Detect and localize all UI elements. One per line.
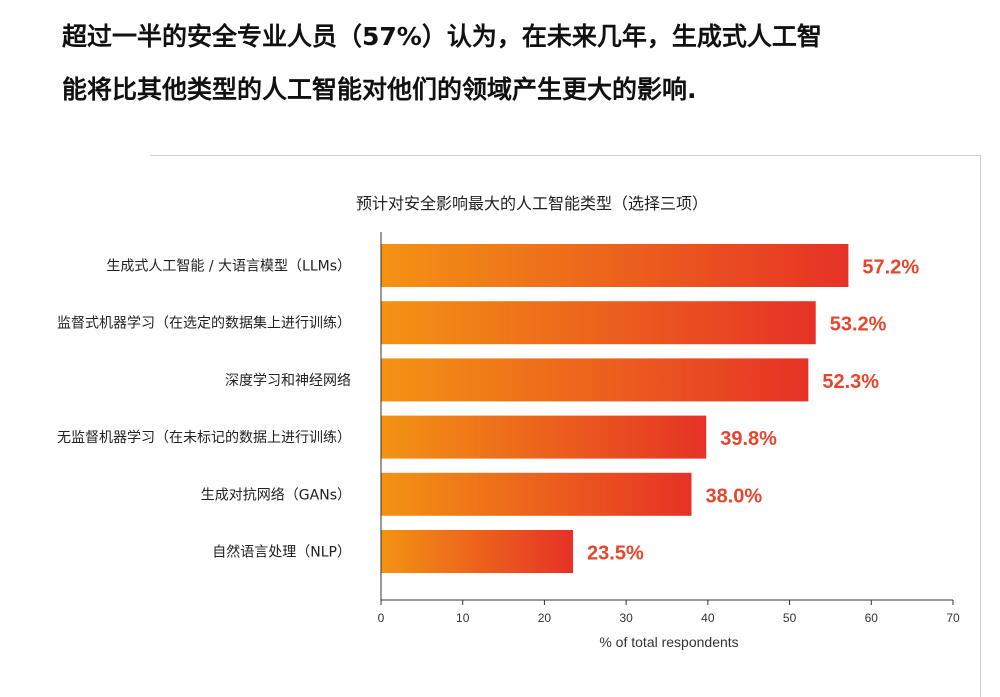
x-tick-label: 60 <box>865 611 879 625</box>
chart-frame <box>150 155 981 697</box>
headline: 超过一半的安全专业人员（57%）认为，在未来几年，生成式人工智 能将比其他类型的… <box>62 10 982 116</box>
x-tick-label: 10 <box>456 611 470 625</box>
x-tick-label: 40 <box>701 611 715 625</box>
category-label: 深度学习和神经网络 <box>225 373 351 389</box>
x-axis-label: % of total respondents <box>599 634 738 650</box>
headline-line-1: 超过一半的安全专业人员（57%）认为，在未来几年，生成式人工智 <box>62 22 822 51</box>
chart-title: 预计对安全影响最大的人工智能类型（选择三项） <box>356 194 708 213</box>
bar <box>381 244 849 287</box>
value-label: 38.0% <box>706 485 763 507</box>
bar <box>381 415 707 459</box>
bar <box>381 301 816 345</box>
value-label: 57.2% <box>862 257 919 279</box>
category-label: 生成对抗网络（GANs） <box>201 487 351 503</box>
category-label: 监督式机器学习（在选定的数据集上进行训练） <box>57 315 351 332</box>
x-tick-label: 30 <box>619 611 633 625</box>
value-label: 39.8% <box>720 428 777 450</box>
value-label: 53.2% <box>830 314 887 336</box>
x-tick-label: 20 <box>538 611 552 625</box>
bar <box>381 472 692 516</box>
category-label: 无监督机器学习（在未标记的数据上进行训练） <box>57 430 351 446</box>
value-label: 23.5% <box>587 543 644 565</box>
bar <box>381 530 574 573</box>
category-label: 生成式人工智能 / 大语言模型（LLMs） <box>106 259 351 275</box>
category-label: 自然语言处理（NLP） <box>212 544 351 561</box>
headline-line-2: 能将比其他类型的人工智能对他们的领域产生更大的影响. <box>62 75 697 104</box>
value-label: 52.3% <box>822 371 879 393</box>
x-tick-label: 50 <box>783 611 797 625</box>
x-tick-label: 0 <box>378 611 385 625</box>
bar <box>381 358 809 402</box>
x-tick-label: 70 <box>946 611 960 625</box>
